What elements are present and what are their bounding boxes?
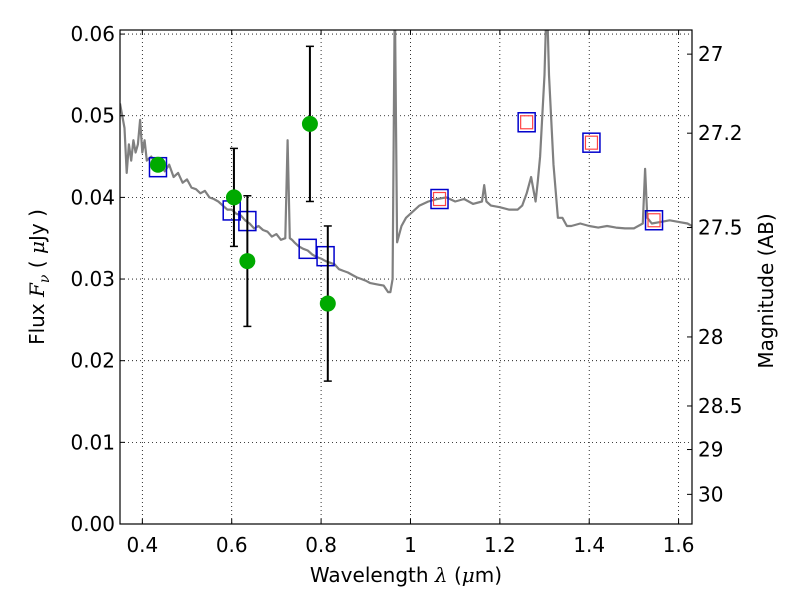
ticks: 0.4 0.6 0.8 1 1.2 1.4 1.6 0.00 0.01 0.02 0.03 0.04 0… — [70, 22, 742, 557]
x-axis-label: Wavelength λ (μm) — [310, 563, 502, 587]
x-tick-label: 1.4 — [573, 533, 605, 557]
observed-point — [239, 253, 256, 270]
y2-tick-label: 27 — [698, 42, 723, 66]
y-tick-label: 0.06 — [70, 22, 115, 46]
model-inner-square — [584, 135, 599, 150]
y-axis-label: Flux Fν ( μJy ) — [25, 209, 53, 345]
y-tick-label: 0.03 — [70, 267, 115, 291]
x-tick-label: 1 — [404, 533, 417, 557]
x-tick-label: 1.6 — [663, 533, 695, 557]
x-tick-label: 0.6 — [216, 533, 248, 557]
y2-tick-label: 27.5 — [698, 216, 743, 240]
y2-tick-label: 28.5 — [698, 394, 743, 418]
spectrum-line — [120, 30, 692, 294]
model-square — [316, 245, 335, 267]
y2-tick-label: 29 — [698, 438, 723, 462]
model-square — [298, 238, 317, 260]
x-tick-label: 0.4 — [126, 533, 158, 557]
plot-frame — [119, 29, 693, 525]
y-tick-label: 0.01 — [70, 430, 115, 454]
observed-point — [149, 156, 166, 173]
y2-tick-label: 27.2 — [698, 121, 743, 145]
x-tick-label: 1.2 — [484, 533, 516, 557]
observed-point — [301, 115, 318, 132]
y-tick-label: 0.02 — [70, 349, 115, 373]
model-square — [517, 112, 536, 133]
model-inner-square — [520, 115, 534, 130]
observed-point — [319, 295, 336, 312]
model-square — [644, 210, 664, 231]
y-tick-label: 0.04 — [70, 185, 115, 209]
observed-point — [225, 189, 242, 206]
model-inner-square — [647, 213, 661, 228]
y2-tick-label: 28 — [698, 325, 723, 349]
y2-tick-label: 30 — [698, 482, 723, 506]
y2-axis-label: Magnitude (AB) — [754, 213, 778, 368]
x-tick-label: 0.8 — [305, 533, 337, 557]
model-inner-square — [432, 191, 447, 207]
grid — [120, 30, 692, 525]
plot-area — [120, 30, 692, 382]
model-square — [430, 188, 449, 210]
y-tick-label: 0.05 — [70, 104, 115, 128]
model-square — [582, 132, 601, 153]
y-tick-label: 0.00 — [70, 512, 115, 536]
